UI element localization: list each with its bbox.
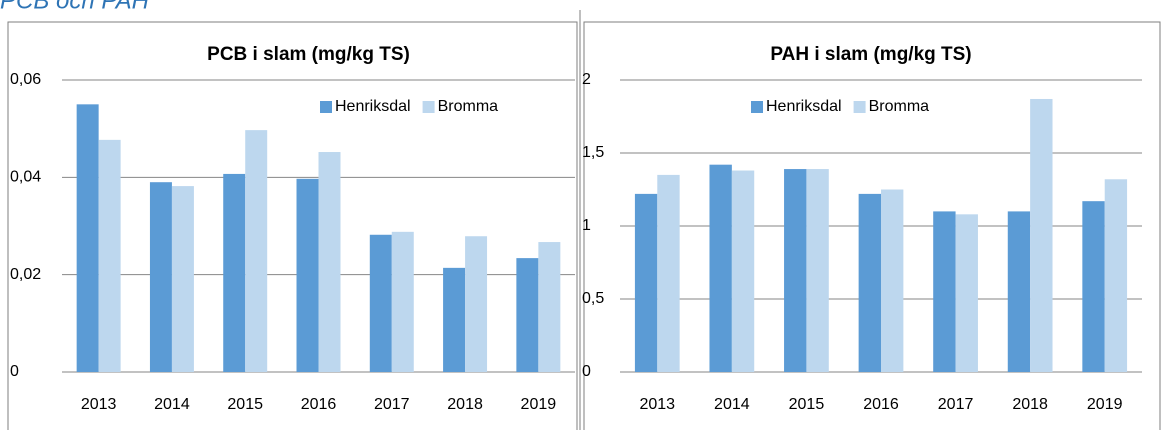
y-tick-label: 0 (582, 363, 591, 380)
x-tick-label: 2018 (1012, 396, 1048, 413)
bar (933, 211, 956, 372)
y-tick-label: 0 (10, 363, 19, 380)
bar (223, 173, 246, 372)
bar (806, 169, 829, 372)
bar (731, 170, 755, 372)
x-tick-label: 2019 (521, 396, 557, 413)
bar (369, 234, 392, 372)
y-tick-label: 1,5 (582, 144, 604, 161)
legend-label: Bromma (869, 98, 930, 115)
x-tick-label: 2014 (714, 396, 750, 413)
bar (858, 193, 881, 372)
x-tick-label: 2014 (154, 396, 190, 413)
bar (538, 242, 561, 372)
x-tick-label: 2019 (1087, 396, 1123, 413)
x-tick-label: 2015 (789, 396, 825, 413)
bar (171, 186, 194, 372)
y-tick-label: 0,5 (582, 290, 604, 307)
bar (245, 130, 268, 372)
bar (98, 139, 121, 372)
bar (149, 182, 172, 372)
x-tick-label: 2018 (447, 396, 483, 413)
bar (784, 169, 807, 372)
y-tick-label: 2 (582, 71, 591, 88)
y-tick-label: 0,04 (10, 169, 41, 186)
bar (955, 214, 978, 372)
x-tick-label: 2013 (81, 396, 117, 413)
y-tick-label: 1 (582, 217, 591, 234)
legend-label: Henriksdal (766, 98, 842, 115)
chart-title: PCB i slam (mg/kg TS) (207, 44, 410, 65)
x-tick-label: 2015 (227, 396, 263, 413)
bar (1104, 179, 1128, 372)
bar (516, 258, 539, 372)
bar (881, 189, 904, 372)
legend-label: Bromma (438, 98, 499, 115)
chart-title: PAH i slam (mg/kg TS) (770, 44, 971, 65)
panel-border (7, 21, 578, 430)
legend-swatch (422, 101, 435, 113)
x-tick-label: 2016 (863, 396, 899, 413)
heading: PCB och PAH (0, 0, 150, 14)
bar (657, 174, 680, 372)
bar (318, 152, 341, 372)
bar (443, 267, 466, 372)
bar (296, 178, 319, 372)
x-tick-label: 2013 (639, 396, 675, 413)
y-tick-label: 0,06 (10, 71, 41, 88)
bar (709, 164, 732, 372)
bar (634, 193, 658, 372)
legend-swatch (320, 101, 332, 113)
bar (465, 236, 488, 372)
legend-swatch (853, 101, 866, 113)
bar (391, 231, 414, 372)
bar (1007, 211, 1031, 372)
legend-swatch (751, 101, 763, 113)
bar (1030, 98, 1053, 372)
legend-label: Henriksdal (335, 98, 411, 115)
panel-border (583, 21, 1161, 430)
x-tick-label: 2017 (938, 396, 974, 413)
y-tick-label: 0,02 (10, 266, 41, 283)
bar (76, 104, 99, 372)
bar (1082, 201, 1105, 372)
x-tick-label: 2017 (374, 396, 410, 413)
x-tick-label: 2016 (301, 396, 337, 413)
